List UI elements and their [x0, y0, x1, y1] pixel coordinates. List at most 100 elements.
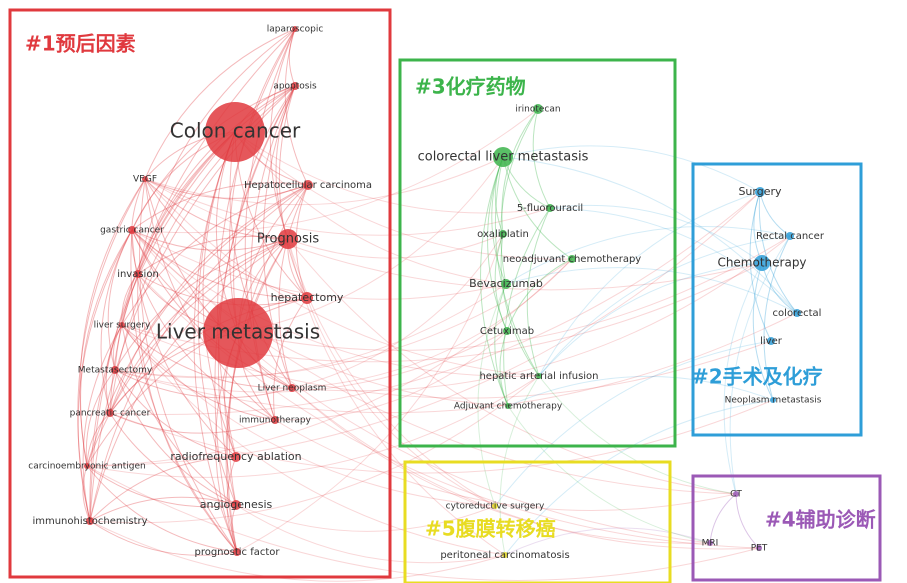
node-label: angiogenesis	[200, 498, 273, 511]
edge	[89, 520, 506, 582]
edge	[144, 178, 308, 299]
edge	[729, 235, 791, 495]
edge	[86, 191, 761, 467]
node-label: prognostic factor	[194, 547, 280, 558]
edge	[144, 178, 293, 389]
edge	[109, 191, 761, 415]
node-label: gastric cancer	[100, 226, 164, 236]
edge	[86, 465, 238, 553]
node-label: Metastasectomy	[78, 366, 153, 376]
edge	[226, 456, 238, 553]
edge	[137, 85, 296, 275]
node-label: Colon cancer	[170, 119, 301, 143]
edge	[144, 178, 763, 291]
edge	[538, 235, 791, 377]
edge	[121, 324, 506, 556]
edge	[131, 229, 289, 251]
node	[754, 255, 770, 271]
edge	[109, 297, 308, 414]
edge	[144, 178, 309, 199]
edge	[131, 229, 509, 407]
edge	[86, 375, 540, 478]
edge	[501, 108, 539, 235]
node	[205, 102, 265, 162]
edge	[121, 324, 772, 399]
node	[271, 416, 279, 424]
node-label: CT	[730, 490, 742, 500]
cluster-title: #5腹膜转移癌	[425, 517, 556, 541]
edge	[507, 375, 774, 407]
edge	[109, 399, 774, 474]
edge	[494, 233, 508, 332]
edge	[202, 131, 237, 458]
edge	[538, 262, 763, 377]
node-label: neoadjuvant chemotherapy	[503, 254, 642, 265]
edge	[306, 297, 496, 507]
node-label: peritoneal carcinomatosis	[440, 550, 569, 561]
edge	[121, 184, 309, 326]
edge	[193, 131, 238, 553]
edge	[503, 207, 551, 407]
edge	[86, 465, 237, 508]
edge	[114, 283, 507, 379]
edge	[137, 28, 296, 275]
node	[733, 491, 739, 497]
node	[767, 337, 775, 345]
edge	[144, 178, 551, 236]
edge	[131, 229, 737, 495]
edge	[234, 131, 551, 214]
edge	[109, 238, 289, 414]
edge	[500, 233, 540, 377]
edge	[131, 229, 237, 458]
node	[86, 517, 94, 525]
node	[203, 298, 273, 368]
edge	[144, 28, 296, 180]
edge	[494, 283, 509, 407]
node	[770, 397, 776, 403]
edge	[131, 108, 539, 234]
node-label: irinotecan	[515, 105, 560, 115]
edge	[114, 330, 508, 393]
edge	[114, 369, 237, 458]
node	[707, 540, 713, 546]
edge	[549, 204, 763, 264]
edge	[137, 273, 238, 553]
edge	[487, 156, 508, 332]
node	[231, 500, 241, 510]
edge	[86, 412, 111, 467]
edge	[137, 235, 289, 275]
node	[492, 503, 498, 509]
edge	[86, 465, 760, 581]
node-label: immunohistochemistry	[32, 516, 147, 527]
edge	[86, 258, 573, 467]
node	[303, 180, 313, 190]
node	[493, 147, 513, 167]
nodes	[84, 26, 801, 558]
edge	[749, 191, 772, 342]
edge	[107, 229, 133, 371]
node	[499, 230, 507, 238]
edge	[114, 238, 289, 371]
node	[793, 309, 801, 317]
edge	[505, 226, 791, 285]
node-label: 5-fluorouracil	[517, 203, 583, 214]
edge	[114, 258, 573, 378]
edge	[121, 324, 237, 506]
edge	[235, 504, 496, 532]
edge	[538, 375, 737, 495]
node-label: laparoscopic	[267, 25, 324, 35]
node-label: liver surgery	[94, 321, 151, 331]
node-label: Rectal cancer	[756, 231, 825, 242]
edge	[112, 324, 123, 371]
edge	[121, 85, 296, 326]
edge	[752, 262, 774, 401]
cluster-title: #3化疗药物	[415, 75, 526, 99]
edge	[291, 387, 760, 550]
edge	[288, 28, 296, 87]
edge	[89, 28, 296, 522]
node	[756, 545, 762, 551]
node	[292, 26, 298, 32]
node	[502, 552, 508, 558]
edge	[287, 238, 737, 495]
